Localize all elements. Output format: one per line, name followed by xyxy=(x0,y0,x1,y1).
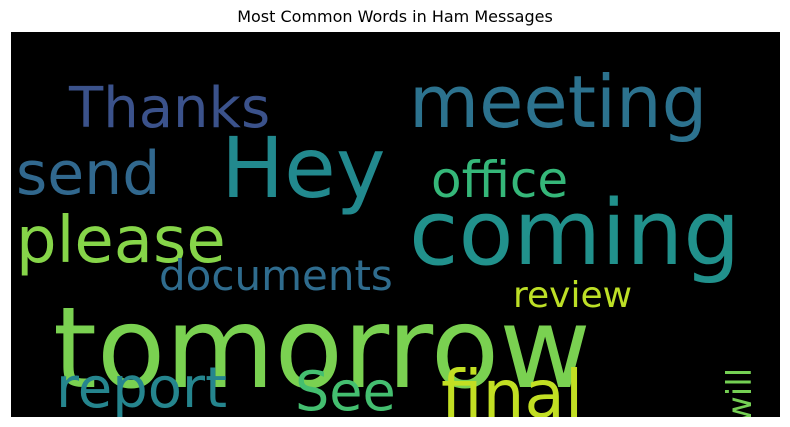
word-coming: coming xyxy=(409,181,740,286)
chart-title: Most Common Words in Ham Messages xyxy=(237,7,553,26)
word-please: please xyxy=(16,204,226,278)
word-office: office xyxy=(431,151,568,209)
cloud-background xyxy=(11,32,780,417)
word-see: See xyxy=(295,360,396,417)
word-thanks: Thanks xyxy=(68,76,270,141)
word-review: review xyxy=(513,275,632,316)
word-final: final xyxy=(441,356,583,417)
word-send: send xyxy=(16,139,160,209)
word-documents: documents xyxy=(159,251,393,300)
word-report: report xyxy=(56,356,227,417)
word-hey: Hey xyxy=(221,119,386,217)
word-meeting: meeting xyxy=(409,60,707,144)
word-tomorrow: tomorrow xyxy=(53,284,591,414)
word-will: will xyxy=(720,368,760,417)
